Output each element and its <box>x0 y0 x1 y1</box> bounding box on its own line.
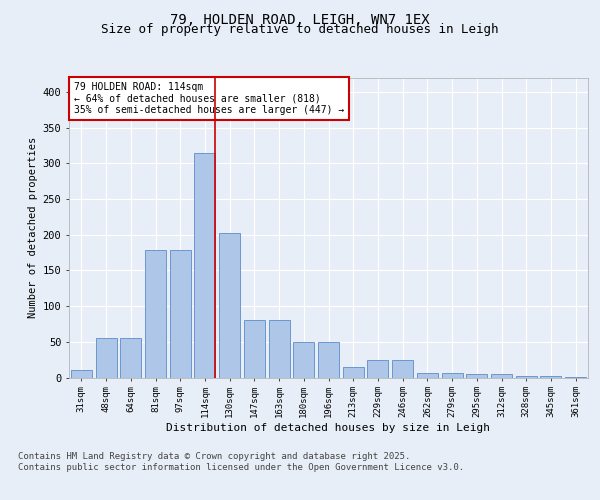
Text: Contains public sector information licensed under the Open Government Licence v3: Contains public sector information licen… <box>18 464 464 472</box>
X-axis label: Distribution of detached houses by size in Leigh: Distribution of detached houses by size … <box>167 423 491 433</box>
Bar <box>219 232 240 378</box>
Bar <box>367 360 388 378</box>
Bar <box>269 320 290 378</box>
Bar <box>71 370 92 378</box>
Bar <box>293 342 314 378</box>
Text: Size of property relative to detached houses in Leigh: Size of property relative to detached ho… <box>101 24 499 36</box>
Bar <box>145 250 166 378</box>
Bar <box>491 374 512 378</box>
Text: Contains HM Land Registry data © Crown copyright and database right 2025.: Contains HM Land Registry data © Crown c… <box>18 452 410 461</box>
Bar <box>466 374 487 378</box>
Bar <box>565 377 586 378</box>
Bar <box>170 250 191 378</box>
Bar <box>194 152 215 378</box>
Bar <box>244 320 265 378</box>
Text: 79, HOLDEN ROAD, LEIGH, WN7 1EX: 79, HOLDEN ROAD, LEIGH, WN7 1EX <box>170 12 430 26</box>
Bar <box>318 342 339 378</box>
Bar <box>442 372 463 378</box>
Bar <box>516 376 537 378</box>
Bar <box>417 372 438 378</box>
Text: 79 HOLDEN ROAD: 114sqm
← 64% of detached houses are smaller (818)
35% of semi-de: 79 HOLDEN ROAD: 114sqm ← 64% of detached… <box>74 82 344 115</box>
Bar <box>392 360 413 378</box>
Bar <box>95 338 116 378</box>
Bar <box>343 367 364 378</box>
Bar <box>541 376 562 378</box>
Bar <box>120 338 141 378</box>
Y-axis label: Number of detached properties: Number of detached properties <box>28 137 38 318</box>
